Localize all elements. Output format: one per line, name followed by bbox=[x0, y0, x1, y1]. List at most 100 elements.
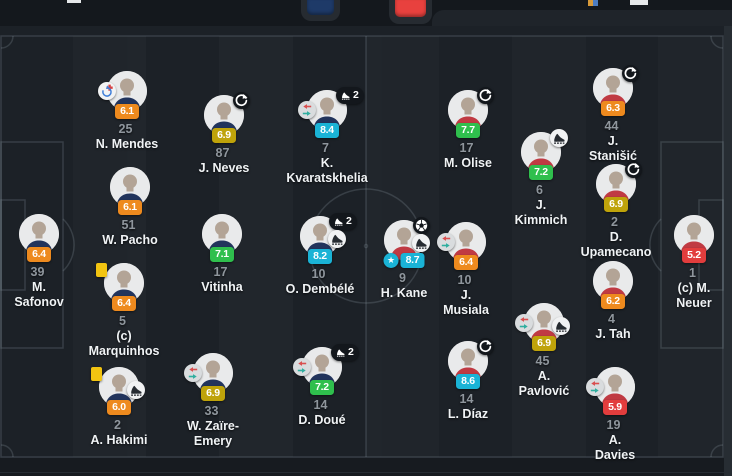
player-rating-badge: 6.9 bbox=[201, 386, 225, 401]
rating-row: 6.3 bbox=[601, 101, 625, 116]
substituted-icon bbox=[625, 161, 642, 178]
player-name-label: 17 Vitinha bbox=[201, 265, 242, 295]
injury-substitution-icon bbox=[98, 82, 116, 100]
yellow-card-icon bbox=[91, 367, 102, 381]
player-number: 2 bbox=[611, 215, 618, 229]
player-name: K. Kvaratskhelia bbox=[286, 156, 368, 185]
rating-row: 5.2 bbox=[682, 248, 706, 263]
player-name-label: 25 N. Mendes bbox=[96, 122, 159, 152]
home-kit-selector[interactable] bbox=[301, 0, 340, 21]
player-number: 45 bbox=[535, 354, 550, 368]
double-event-count-icon: 2 bbox=[331, 344, 359, 361]
assist-boot-icon bbox=[412, 234, 430, 252]
substituted-icon bbox=[622, 65, 639, 82]
yellow-card-icon bbox=[96, 263, 107, 277]
player-number: 6 bbox=[536, 183, 543, 197]
player-name: J. Neves bbox=[198, 161, 250, 175]
rating-row: ★ 8.7 bbox=[383, 253, 425, 268]
bottom-panel bbox=[0, 458, 724, 476]
rating-row: 6.4 bbox=[454, 255, 478, 270]
rating-row: 7.1 bbox=[210, 247, 234, 262]
player-number: 5 bbox=[119, 314, 126, 328]
substitution-swap-icon bbox=[437, 233, 455, 251]
player-number: 87 bbox=[215, 146, 230, 160]
goal-ball-icon bbox=[413, 217, 430, 234]
player-rating-badge: 8.2 bbox=[308, 249, 332, 264]
assist-boot-icon bbox=[552, 317, 570, 335]
player-number: 4 bbox=[608, 312, 615, 326]
player-number: 17 bbox=[459, 141, 474, 155]
player-rating-badge: 5.9 bbox=[603, 400, 627, 415]
player-photo bbox=[202, 214, 242, 254]
player-name: W. Zaïre- Emery bbox=[186, 419, 240, 448]
player-name-label: 33 W. Zaïre- Emery bbox=[187, 404, 239, 449]
player-name: J. Tah bbox=[595, 327, 631, 341]
player-number: 14 bbox=[313, 398, 328, 412]
player-rating-badge: 7.7 bbox=[456, 123, 480, 138]
substitution-swap-icon bbox=[293, 358, 311, 376]
player-number: 51 bbox=[121, 218, 136, 232]
player-name-label: 19 A. Davies bbox=[595, 418, 635, 463]
motm-star-icon: ★ bbox=[383, 253, 399, 268]
substituted-icon bbox=[233, 92, 250, 109]
player-name-label: 4 J. Tah bbox=[595, 312, 630, 342]
player-name: A. Davies bbox=[594, 433, 636, 462]
player-name: D. Upamecano bbox=[580, 230, 652, 259]
player-name: N. Mendes bbox=[95, 137, 159, 151]
player-name-label: 6 J. Kimmich bbox=[515, 183, 568, 228]
player-rating-badge: 6.0 bbox=[107, 400, 131, 415]
player-number: 17 bbox=[213, 265, 228, 279]
rating-row: 6.9 bbox=[532, 336, 556, 351]
player-rating-badge: 6.9 bbox=[212, 128, 236, 143]
substitution-swap-icon bbox=[515, 314, 533, 332]
rating-row: 8.4 bbox=[315, 123, 339, 138]
player-rating-badge: 6.1 bbox=[118, 200, 142, 215]
rating-row: 6.9 bbox=[201, 386, 225, 401]
substitution-swap-icon bbox=[184, 364, 202, 382]
player-name: A. Pavlović bbox=[518, 369, 570, 398]
player-number: 9 bbox=[399, 271, 406, 285]
rating-row: 5.9 bbox=[603, 400, 627, 415]
player-name-label: 45 A. Pavlović bbox=[519, 354, 570, 399]
player-name-label: 44 J. Stanišić bbox=[589, 119, 637, 164]
player-rating-badge: 7.1 bbox=[210, 247, 234, 262]
panel-edge bbox=[432, 10, 732, 30]
double-event-count-icon: 2 bbox=[336, 87, 364, 104]
player-name-label: 14 D. Doué bbox=[298, 398, 345, 428]
player-name: J. Kimmich bbox=[514, 198, 568, 227]
rating-row: 6.4 bbox=[112, 296, 136, 311]
rating-row: 7.2 bbox=[529, 165, 553, 180]
substitution-swap-icon bbox=[298, 101, 316, 119]
rating-row: 6.9 bbox=[212, 128, 236, 143]
player-rating-badge: 6.9 bbox=[604, 197, 628, 212]
player-number: 33 bbox=[204, 404, 219, 418]
player-name-label: 39 M. Safonov bbox=[14, 265, 63, 310]
player-rating-badge: 6.2 bbox=[601, 294, 625, 309]
header-mini-logo bbox=[588, 0, 598, 6]
player-name: J. Musiala bbox=[443, 288, 489, 317]
player-name-label: 5 (c) Marquinhos bbox=[89, 314, 160, 359]
player-name-label: 10 J. Musiala bbox=[443, 273, 489, 318]
player-number: 1 bbox=[689, 266, 696, 280]
rating-row: 7.7 bbox=[456, 123, 480, 138]
player-name: A. Hakimi bbox=[90, 433, 148, 447]
player-rating-badge: 7.2 bbox=[529, 165, 553, 180]
rating-row: 8.6 bbox=[456, 374, 480, 389]
player-rating-badge: 8.6 bbox=[456, 374, 480, 389]
player-number: 44 bbox=[604, 119, 619, 133]
assist-boot-icon bbox=[127, 381, 145, 399]
away-kit-selector[interactable] bbox=[389, 0, 432, 24]
rating-row: 6.4 bbox=[27, 247, 51, 262]
player-rating-badge: 6.4 bbox=[27, 247, 51, 262]
player-name: D. Doué bbox=[298, 413, 346, 427]
player-name: J. Stanišić bbox=[589, 134, 637, 163]
player-name: Vitinha bbox=[201, 280, 243, 294]
player-rating-badge: 6.9 bbox=[532, 336, 556, 351]
player-number: 25 bbox=[118, 122, 133, 136]
rating-row: 6.2 bbox=[601, 294, 625, 309]
rating-row: 6.1 bbox=[115, 104, 139, 119]
top-bar bbox=[0, 0, 732, 30]
rating-row: 7.2 bbox=[310, 380, 334, 395]
